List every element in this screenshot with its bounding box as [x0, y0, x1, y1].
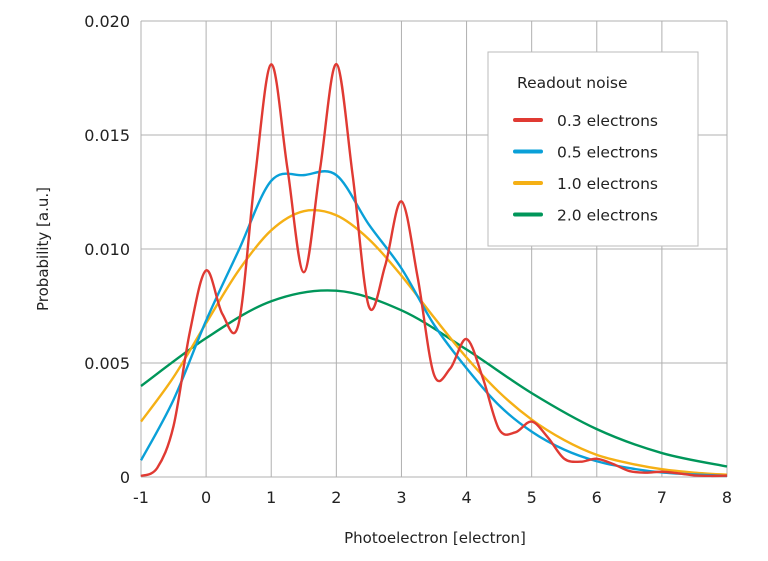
x-tick-label: 4 [461, 488, 471, 507]
series-line-1-0-electrons [140, 208, 728, 476]
x-tick-label: -1 [133, 488, 149, 507]
x-tick-label: 8 [722, 488, 732, 507]
legend-label: 2.0 electrons [557, 207, 658, 225]
y-tick-label: 0.015 [84, 126, 130, 145]
series-lines [139, 62, 728, 478]
legend-title: Readout noise [517, 74, 627, 92]
x-tick-label: 5 [527, 488, 537, 507]
y-tick-label: 0.020 [84, 12, 130, 31]
x-tick-labels: -1 0 1 2 3 4 5 6 7 8 [133, 488, 732, 507]
y-tick-label: 0.005 [84, 354, 130, 373]
x-tick-label: 6 [592, 488, 602, 507]
x-tick-label: 3 [396, 488, 406, 507]
series-line-0-5-electrons [139, 170, 728, 478]
legend: Readout noise 0.3 electrons 0.5 electrons… [487, 51, 699, 247]
x-axis-title: Photoelectron [electron] [344, 529, 526, 547]
legend-label: 0.3 electrons [557, 112, 658, 130]
y-tick-label: 0 [120, 468, 130, 487]
x-tick-label: 7 [657, 488, 667, 507]
x-tick-label: 1 [266, 488, 276, 507]
y-tick-label: 0.010 [84, 240, 130, 259]
y-axis-title: Probability [a.u.] [34, 187, 52, 311]
y-tick-labels: 0 0.005 0.010 0.015 0.020 [84, 12, 130, 487]
x-tick-label: 0 [201, 488, 211, 507]
legend-label: 1.0 electrons [557, 175, 658, 193]
series-line-0-3-electrons [140, 62, 728, 478]
legend-label: 0.5 electrons [557, 144, 658, 162]
x-tick-label: 2 [331, 488, 341, 507]
